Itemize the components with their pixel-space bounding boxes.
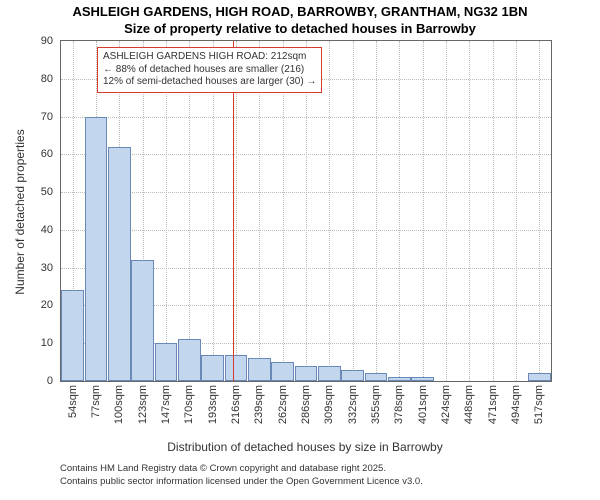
annotation-line: 12% of semi-detached houses are larger (… [103,76,316,89]
y-tick-label: 80 [23,73,53,85]
x-tick-label: 54sqm [67,385,79,418]
x-tick-label: 170sqm [183,385,195,424]
x-tick-label: 401sqm [417,385,429,424]
gridline-v [493,41,494,381]
footnote-2: Contains public sector information licen… [60,476,423,487]
title-line-2: Size of property relative to detached ho… [0,21,600,38]
y-tick-label: 50 [23,186,53,198]
x-tick-label: 216sqm [230,385,242,424]
gridline-v [353,41,354,381]
title-line-1: ASHLEIGH GARDENS, HIGH ROAD, BARROWBY, G… [0,4,600,21]
y-tick-label: 90 [23,35,53,47]
gridline-v [469,41,470,381]
bar [388,377,410,381]
gridline-v [423,41,424,381]
bar [341,370,363,381]
bar [201,355,223,381]
y-tick-label: 20 [23,299,53,311]
annotation-box: ASHLEIGH GARDENS HIGH ROAD: 212sqm← 88% … [97,47,322,93]
chart-area: 010203040506070809054sqm77sqm100sqm123sq… [60,40,580,410]
bar [155,343,177,381]
y-tick-label: 60 [23,148,53,160]
x-tick-label: 77sqm [90,385,102,418]
x-tick-label: 262sqm [277,385,289,424]
gridline-v [539,41,540,381]
bar [108,147,130,381]
x-tick-label: 494sqm [510,385,522,424]
x-tick-label: 355sqm [370,385,382,424]
annotation-line: ← 88% of detached houses are smaller (21… [103,64,316,77]
x-tick-label: 239sqm [253,385,265,424]
bar [178,339,200,381]
gridline-v [516,41,517,381]
x-tick-label: 471sqm [487,385,499,424]
bar [225,355,247,381]
x-tick-label: 309sqm [323,385,335,424]
bar [248,358,270,381]
bar [318,366,340,381]
gridline-v [399,41,400,381]
bar [528,373,550,381]
gridline-v [376,41,377,381]
x-tick-label: 123sqm [137,385,149,424]
bar [61,290,83,381]
y-tick-label: 40 [23,224,53,236]
chart-container: ASHLEIGH GARDENS, HIGH ROAD, BARROWBY, G… [0,0,600,500]
y-tick-label: 70 [23,111,53,123]
footnote-1: Contains HM Land Registry data © Crown c… [60,463,386,474]
bar [131,260,153,381]
x-tick-label: 193sqm [207,385,219,424]
x-axis-title: Distribution of detached houses by size … [60,440,550,454]
bar [411,377,433,381]
y-tick-label: 0 [23,375,53,387]
x-tick-label: 100sqm [113,385,125,424]
x-tick-label: 517sqm [533,385,545,424]
bar [271,362,293,381]
gridline-v [329,41,330,381]
y-tick-label: 10 [23,337,53,349]
annotation-line: ASHLEIGH GARDENS HIGH ROAD: 212sqm [103,51,316,64]
x-tick-label: 332sqm [347,385,359,424]
y-tick-label: 30 [23,262,53,274]
bar [365,373,387,381]
x-tick-label: 424sqm [440,385,452,424]
gridline-v [446,41,447,381]
x-tick-label: 378sqm [393,385,405,424]
bar [85,117,107,381]
x-tick-label: 286sqm [300,385,312,424]
plot-region: 010203040506070809054sqm77sqm100sqm123sq… [60,40,552,382]
title-block: ASHLEIGH GARDENS, HIGH ROAD, BARROWBY, G… [0,0,600,38]
x-tick-label: 147sqm [160,385,172,424]
x-tick-label: 448sqm [463,385,475,424]
bar [295,366,317,381]
